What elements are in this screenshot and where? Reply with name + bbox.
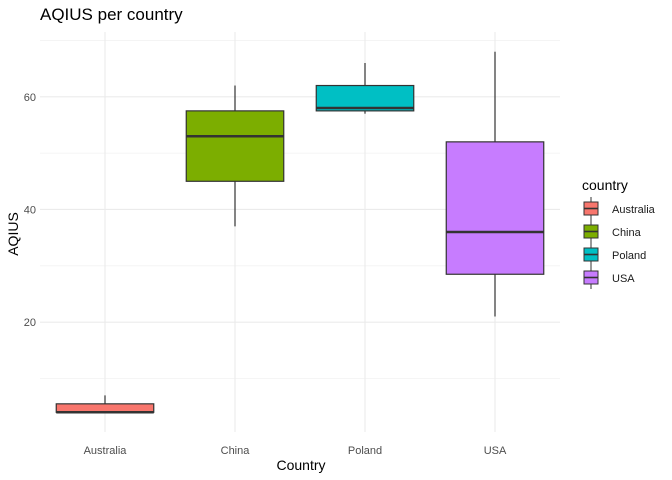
legend-item-china: China [583, 220, 642, 243]
box-body [445, 141, 545, 275]
legend-label: USA [612, 273, 635, 285]
y-tick-label: 60 [24, 92, 36, 104]
legend-item-poland: Poland [583, 243, 646, 266]
legend: country Australia China Poland USA [582, 177, 656, 289]
y-tick-label: 20 [24, 317, 36, 329]
box-usa [445, 51, 545, 317]
chart-title: AQIUS per country [40, 5, 183, 24]
legend-label: Australia [612, 204, 656, 216]
y-axis-title: AQIUS [5, 212, 21, 256]
legend-item-usa: USA [583, 266, 635, 289]
x-tick-labels: Australia China Poland USA [84, 445, 507, 457]
x-tick-label: Australia [84, 445, 128, 457]
box-australia [55, 395, 155, 414]
legend-title: country [582, 177, 628, 193]
legend-label: China [612, 227, 642, 239]
legend-label: Poland [612, 250, 646, 262]
box-china [185, 85, 285, 227]
y-tick-labels: 20 40 60 [24, 92, 36, 329]
y-tick-label: 40 [24, 204, 36, 216]
legend-item-australia: Australia [583, 197, 656, 220]
box-poland [315, 62, 415, 114]
box-group [55, 51, 545, 414]
x-tick-label: Poland [348, 445, 382, 457]
box-body [185, 110, 285, 182]
x-tick-label: China [221, 445, 251, 457]
box-body [315, 84, 415, 112]
box-body [55, 403, 155, 413]
x-axis-title: Country [276, 457, 325, 473]
x-tick-label: USA [484, 445, 507, 457]
